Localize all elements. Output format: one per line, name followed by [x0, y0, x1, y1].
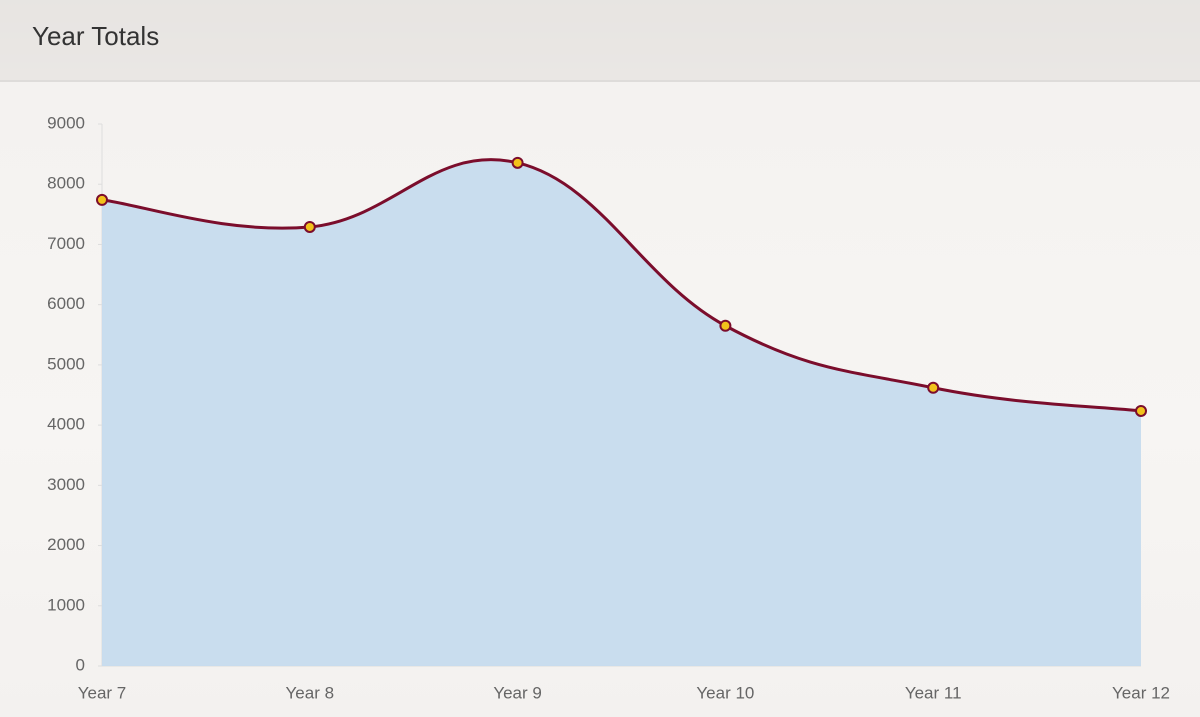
line: [101, 158, 1142, 413]
y-tick-label: 8000: [47, 174, 85, 193]
y-tick-label: 1000: [47, 595, 85, 614]
x-tick-label: Year 8: [286, 683, 335, 702]
y-tick-label: 2000: [47, 535, 85, 554]
y-tick-label: 0: [76, 655, 85, 674]
x-tick-label: Year 10: [696, 683, 754, 702]
y-tick-label: 5000: [47, 354, 85, 373]
y-tick-label: 7000: [47, 234, 85, 253]
point: [96, 193, 108, 206]
x-tick-label: Year 11: [905, 683, 962, 702]
point: [303, 220, 316, 233]
x-tick-label: Year 7: [78, 683, 127, 702]
y-tick-label: 9000: [47, 113, 85, 132]
x-tick-label: Year 12: [1112, 683, 1170, 702]
chart-title: Year Totals: [32, 21, 159, 51]
point: [1135, 404, 1147, 417]
point: [719, 319, 732, 332]
y-tick-label: 6000: [47, 294, 85, 313]
y-tick-label: 3000: [47, 475, 85, 494]
header-band: [0, 0, 1200, 80]
point: [927, 381, 940, 394]
y-tick-label: 4000: [47, 415, 85, 434]
point: [511, 156, 524, 169]
x-tick-label: Year 9: [493, 683, 542, 702]
area-fill: [102, 159, 1141, 666]
